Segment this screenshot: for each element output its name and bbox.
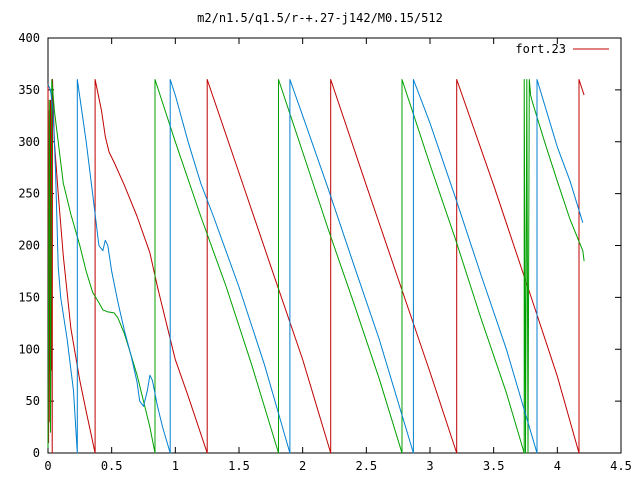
x-tick-label: 3 bbox=[426, 459, 433, 473]
x-tick-label: 2 bbox=[299, 459, 306, 473]
y-tick-label: 250 bbox=[18, 187, 40, 201]
y-tick-label: 400 bbox=[18, 31, 40, 45]
chart-title: m2/n1.5/q1.5/r-+.27-j142/M0.15/512 bbox=[197, 11, 443, 25]
x-tick-label: 1.5 bbox=[228, 459, 250, 473]
x-tick-label: 4.5 bbox=[610, 459, 632, 473]
y-tick-label: 100 bbox=[18, 342, 40, 356]
legend-label: fort.23 bbox=[515, 42, 566, 56]
series-line-1 bbox=[47, 79, 585, 454]
y-tick-label: 50 bbox=[26, 394, 40, 408]
x-tick-label: 4 bbox=[554, 459, 561, 473]
series-line-2 bbox=[47, 79, 585, 454]
y-axis: 0 50 100 150 200 250 300 350 400 bbox=[18, 31, 621, 460]
legend: fort.23 bbox=[515, 42, 609, 56]
plot-frame bbox=[47, 37, 622, 454]
x-axis: 0 0.5 1 1.5 2 2.5 3 3.5 4 4.5 bbox=[44, 38, 632, 473]
series-group bbox=[47, 79, 585, 454]
x-tick-label: 3.5 bbox=[483, 459, 505, 473]
x-tick-label: 2.5 bbox=[355, 459, 377, 473]
series-line-3 bbox=[47, 79, 584, 454]
y-tick-label: 350 bbox=[18, 83, 40, 97]
y-tick-label: 300 bbox=[18, 135, 40, 149]
x-tick-label: 0.5 bbox=[101, 459, 123, 473]
y-tick-label: 0 bbox=[33, 446, 40, 460]
y-tick-label: 150 bbox=[18, 290, 40, 304]
x-tick-label: 1 bbox=[172, 459, 179, 473]
x-tick-label: 0 bbox=[44, 459, 51, 473]
y-tick-label: 200 bbox=[18, 239, 40, 253]
